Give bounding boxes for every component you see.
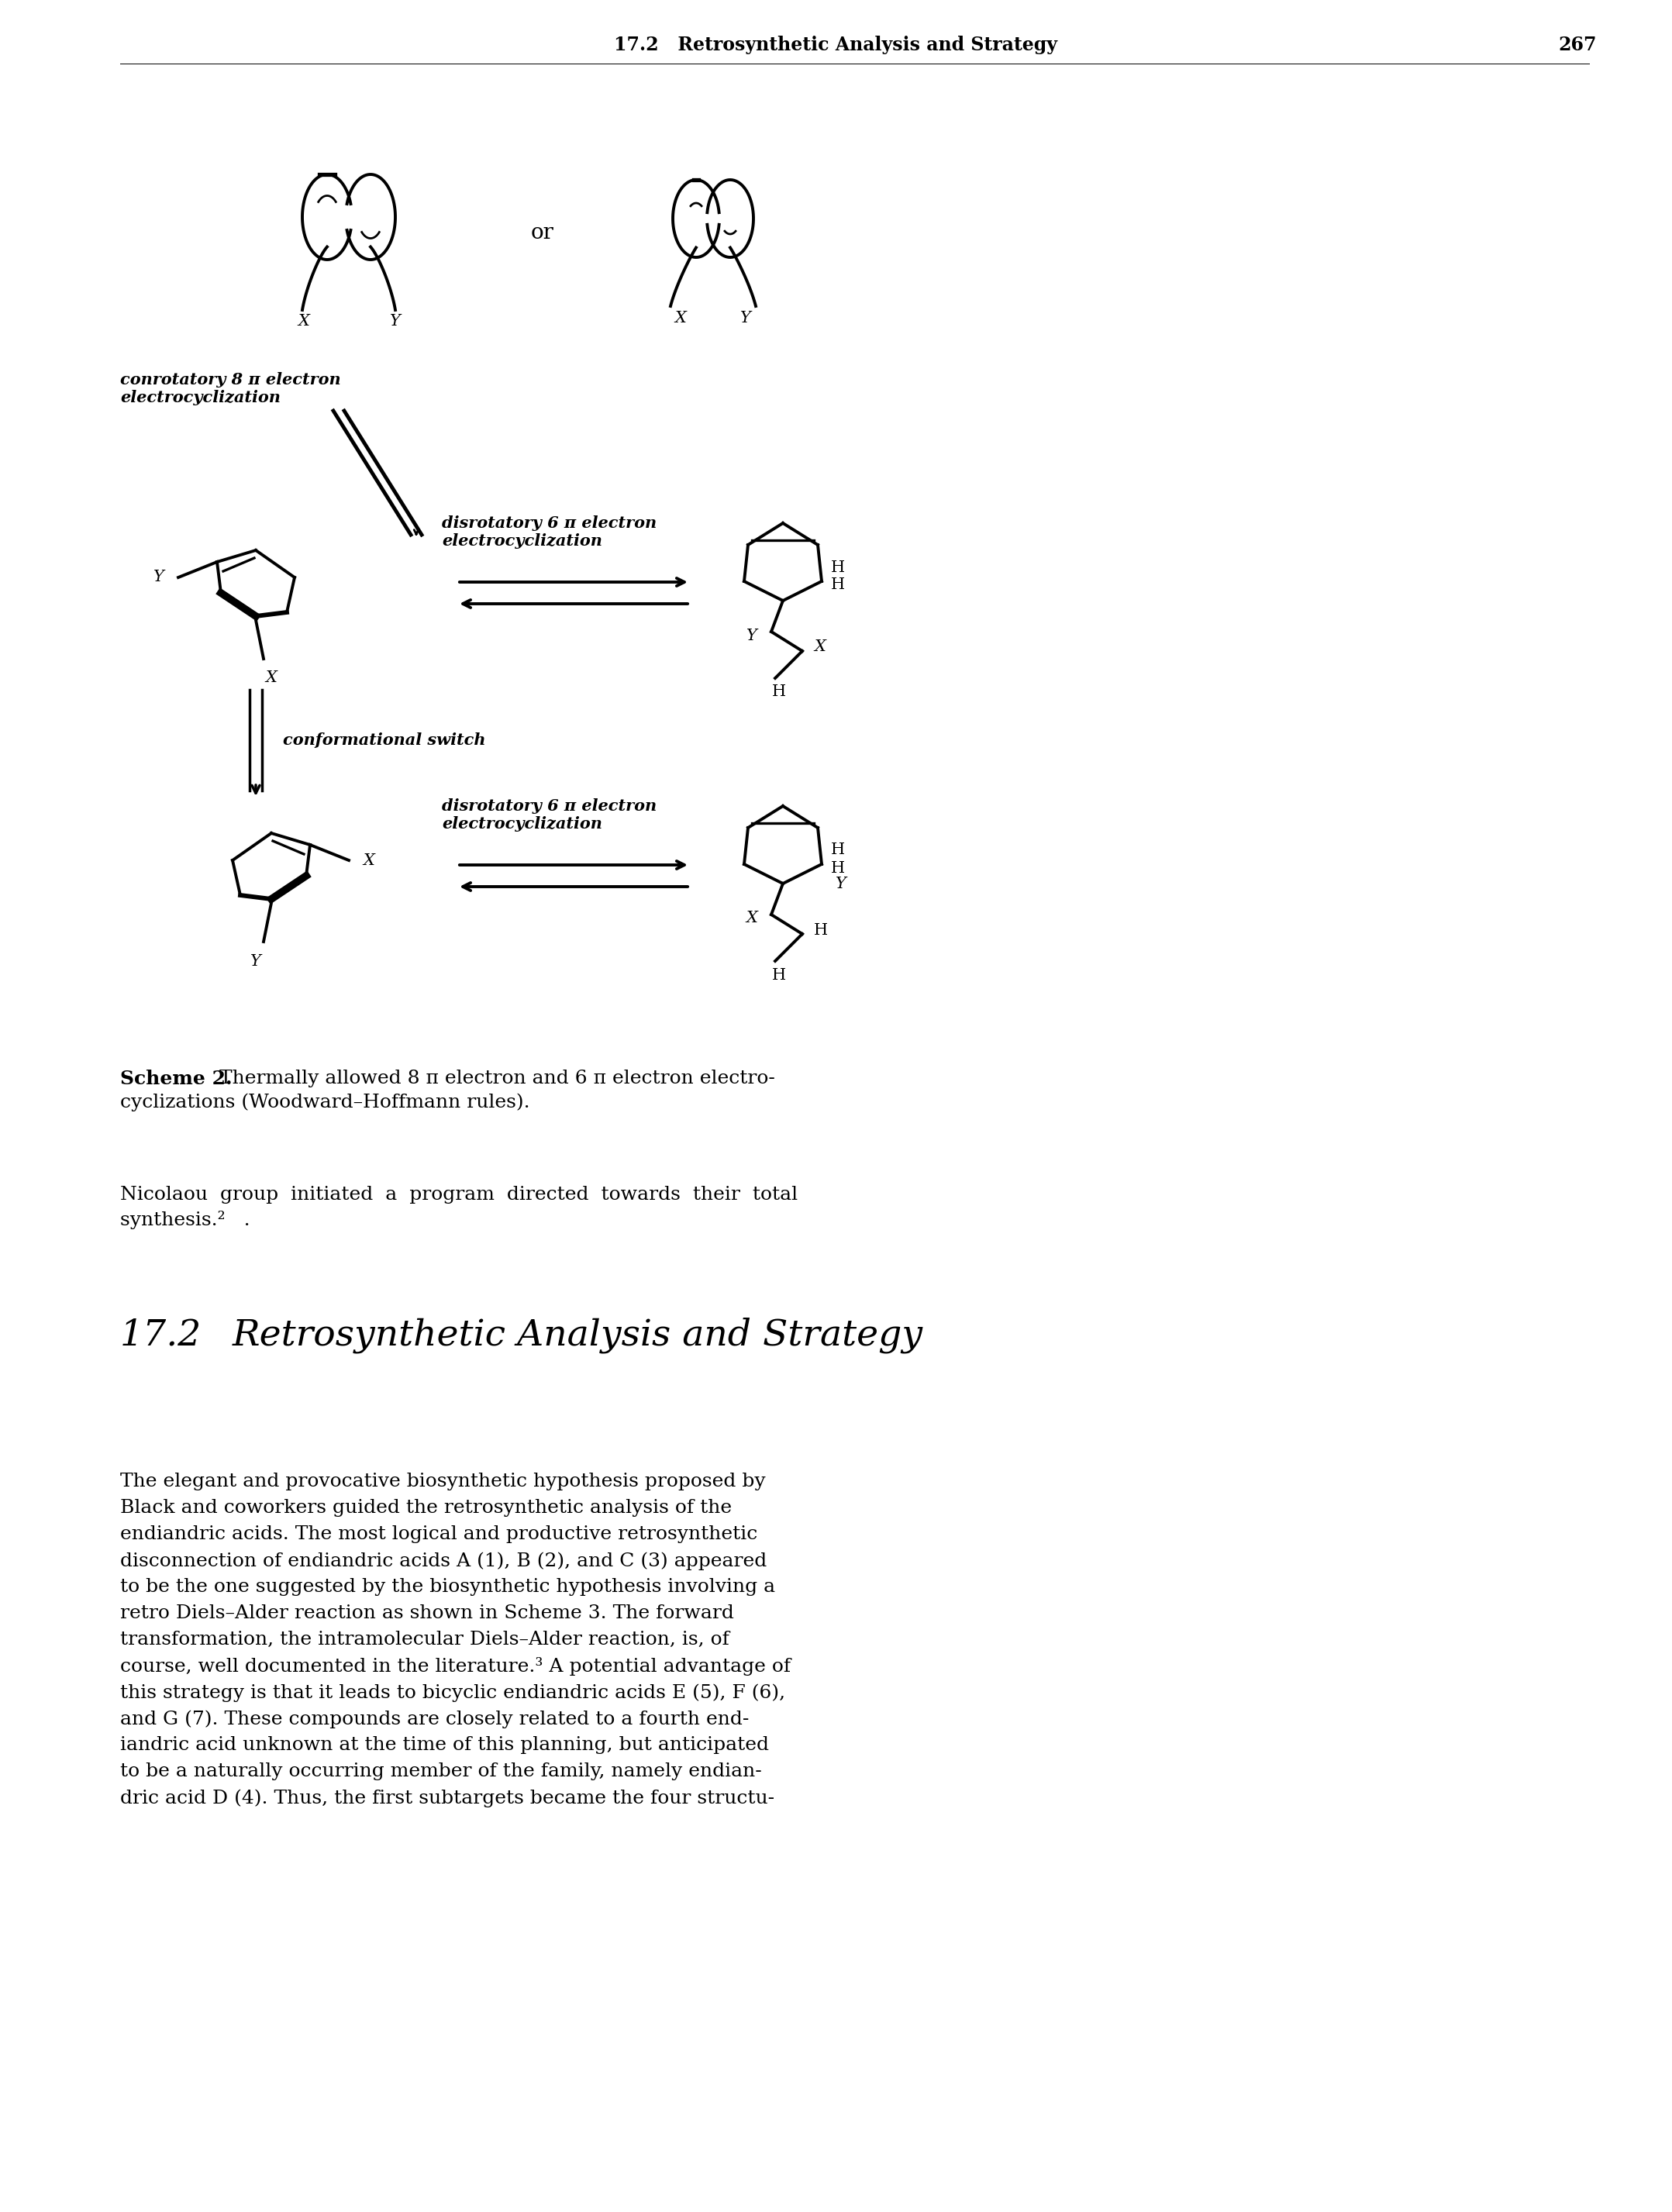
Text: endiandric acids. The most logical and productive retrosynthetic: endiandric acids. The most logical and p… <box>120 1526 757 1544</box>
Text: disconnection of endiandric acids A (1), B (2), and C (3) appeared: disconnection of endiandric acids A (1),… <box>120 1551 767 1571</box>
Text: conformational switch: conformational switch <box>283 732 485 748</box>
Text: Y: Y <box>390 314 401 330</box>
Text: cyclizations (Woodward–Hoffmann rules).: cyclizations (Woodward–Hoffmann rules). <box>120 1093 530 1110</box>
Text: The elegant and provocative biosynthetic hypothesis proposed by: The elegant and provocative biosynthetic… <box>120 1473 766 1491</box>
Text: H: H <box>814 922 828 938</box>
Text: Retrosynthetic Analysis and Strategy: Retrosynthetic Analysis and Strategy <box>232 1318 923 1354</box>
Text: Black and coworkers guided the retrosynthetic analysis of the: Black and coworkers guided the retrosynt… <box>120 1500 732 1517</box>
Text: retro Diels–Alder reaction as shown in Scheme 3. The forward: retro Diels–Alder reaction as shown in S… <box>120 1604 734 1621</box>
Text: dric acid D (4). Thus, the first subtargets became the four structu-: dric acid D (4). Thus, the first subtarg… <box>120 1790 774 1807</box>
Text: X: X <box>298 314 309 330</box>
Text: Nicolaou  group  initiated  a  program  directed  towards  their  total: Nicolaou group initiated a program direc… <box>120 1186 798 1203</box>
Text: to be the one suggested by the biosynthetic hypothesis involving a: to be the one suggested by the biosynthe… <box>120 1577 776 1595</box>
Text: H: H <box>772 967 786 982</box>
Text: this strategy is that it leads to bicyclic endiandric acids E (5), F (6),: this strategy is that it leads to bicycl… <box>120 1683 786 1701</box>
Text: H: H <box>831 843 844 858</box>
Text: disrotatory 6 π electron
electrocyclization: disrotatory 6 π electron electrocyclizat… <box>441 799 657 832</box>
Text: course, well documented in the literature.³ A potential advantage of: course, well documented in the literatur… <box>120 1657 791 1677</box>
Text: Thermally allowed 8 π electron and 6 π electron electro-: Thermally allowed 8 π electron and 6 π e… <box>212 1071 776 1088</box>
Text: Y: Y <box>741 310 751 325</box>
Text: 267: 267 <box>1558 35 1597 55</box>
Text: transformation, the intramolecular Diels–Alder reaction, is, of: transformation, the intramolecular Diels… <box>120 1630 729 1648</box>
Text: X: X <box>675 310 686 325</box>
Text: Y: Y <box>251 953 261 969</box>
Text: X: X <box>363 854 375 867</box>
Text: to be a naturally occurring member of the family, namely endian-: to be a naturally occurring member of th… <box>120 1763 762 1781</box>
Text: Y: Y <box>747 628 757 644</box>
Text: conrotatory 8 π electron
electrocyclization: conrotatory 8 π electron electrocyclizat… <box>120 372 341 405</box>
Text: H: H <box>772 686 786 699</box>
Text: 17.2: 17.2 <box>120 1318 202 1354</box>
Text: 17.2   Retrosynthetic Analysis and Strategy: 17.2 Retrosynthetic Analysis and Strateg… <box>614 35 1057 55</box>
Text: X: X <box>746 911 757 927</box>
Text: iandric acid unknown at the time of this planning, but anticipated: iandric acid unknown at the time of this… <box>120 1736 769 1754</box>
Text: or: or <box>532 221 553 243</box>
Text: synthesis.²   .: synthesis.² . <box>120 1210 251 1230</box>
Text: Scheme 2.: Scheme 2. <box>120 1071 232 1088</box>
Text: and G (7). These compounds are closely related to a fourth end-: and G (7). These compounds are closely r… <box>120 1710 749 1728</box>
Text: Y: Y <box>836 876 846 891</box>
Text: Y: Y <box>154 571 164 584</box>
Text: disrotatory 6 π electron
electrocyclization: disrotatory 6 π electron electrocyclizat… <box>441 515 657 549</box>
Text: H: H <box>831 560 844 575</box>
Text: X: X <box>814 639 826 655</box>
Text: X: X <box>266 670 278 686</box>
Text: H: H <box>831 577 844 593</box>
Text: H: H <box>831 860 844 876</box>
